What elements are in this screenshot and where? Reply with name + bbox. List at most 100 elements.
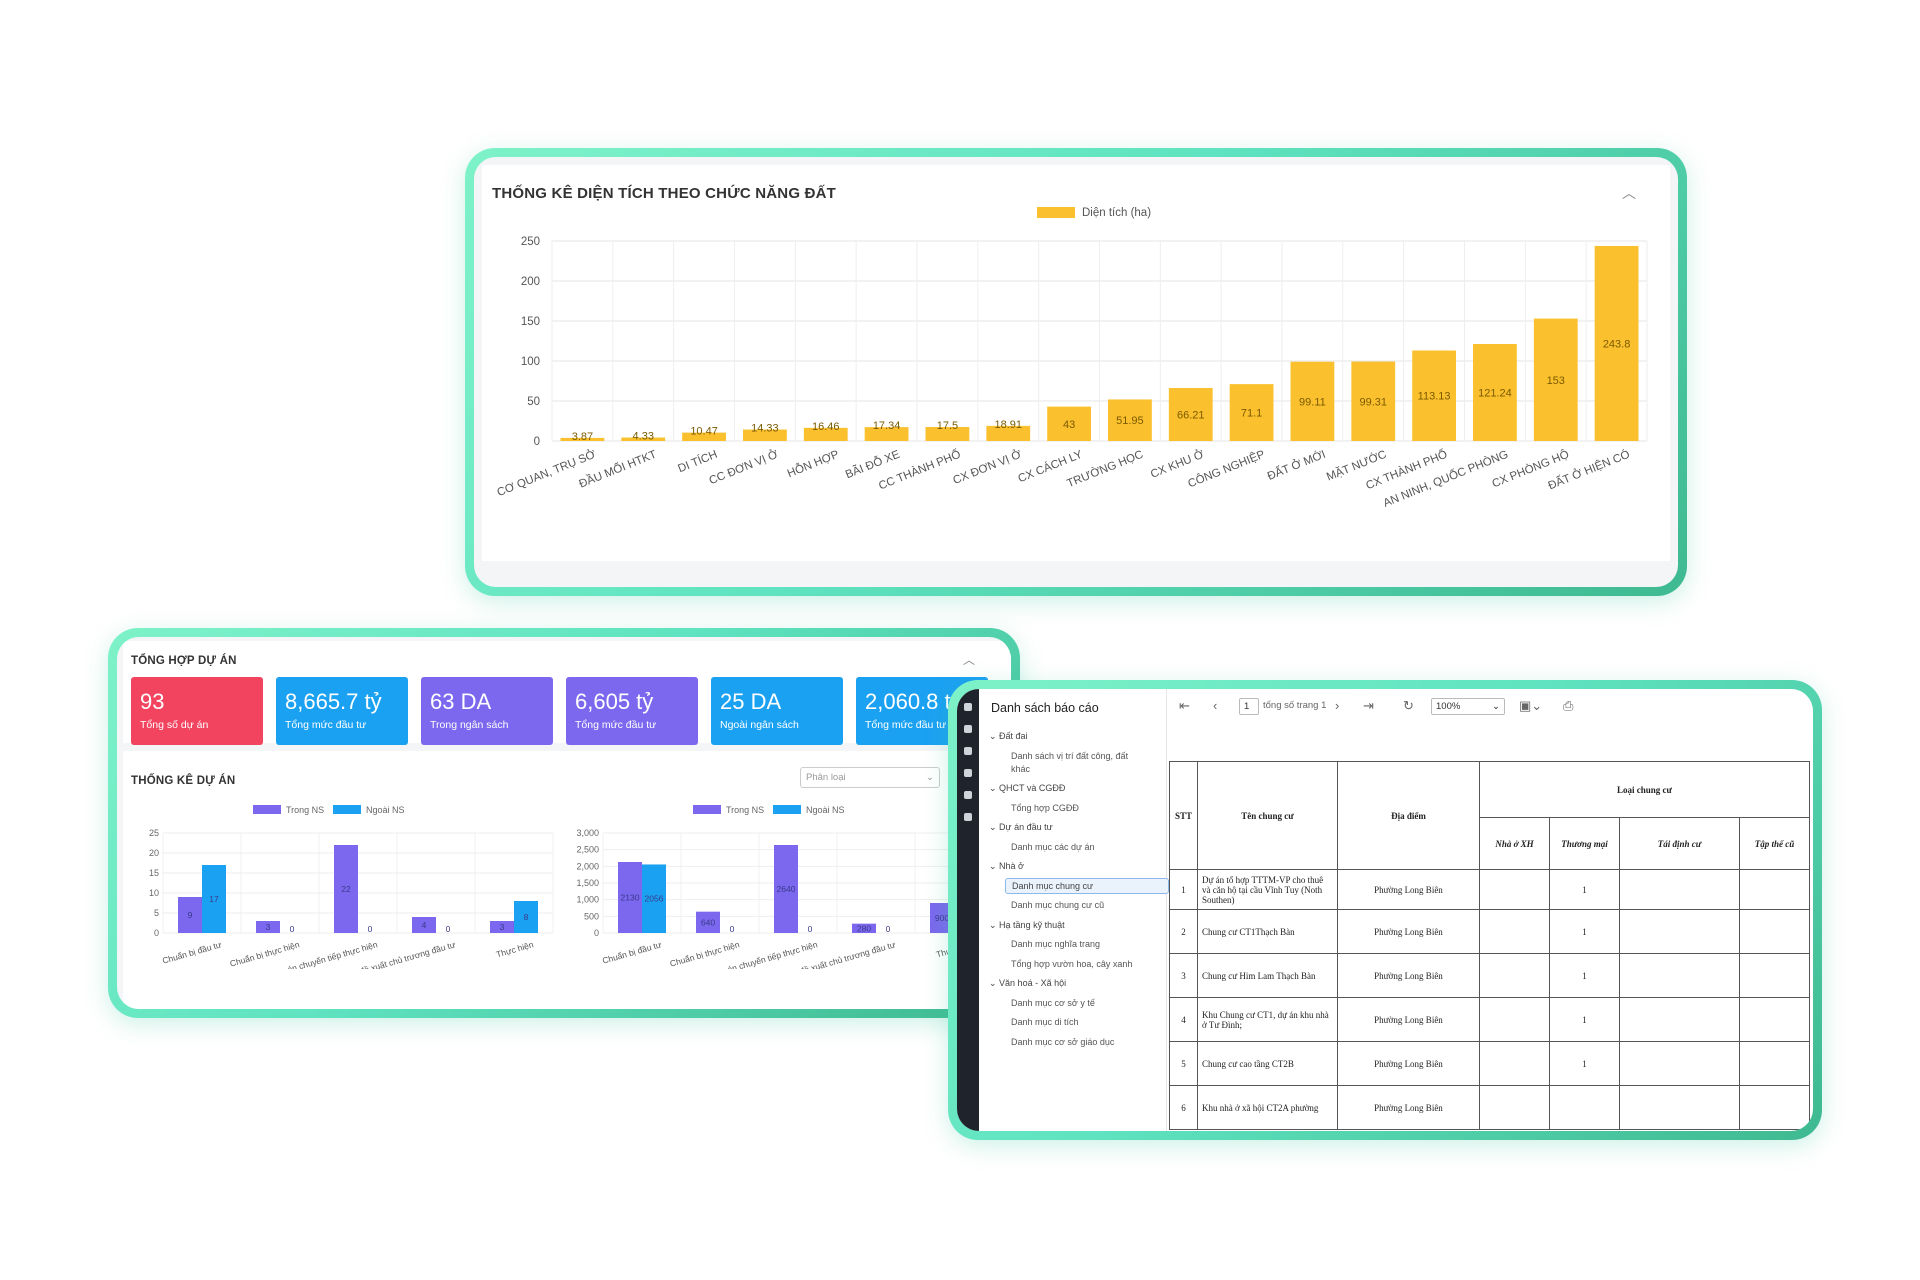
summary-card[interactable]: 25 DA Ngoài ngân sách bbox=[711, 677, 843, 745]
bar[interactable] bbox=[803, 427, 848, 441]
bar[interactable] bbox=[774, 845, 798, 933]
bar-value-label: 16.46 bbox=[812, 421, 840, 433]
bar[interactable] bbox=[1473, 344, 1517, 441]
tree-label: Dự án đầu tư bbox=[999, 822, 1053, 832]
report-icon[interactable] bbox=[964, 703, 972, 711]
chevron-up-icon[interactable]: ︿ bbox=[1622, 185, 1636, 201]
bar[interactable] bbox=[1533, 318, 1578, 441]
bar[interactable] bbox=[412, 917, 436, 933]
chevron-down-icon: ⌄ bbox=[989, 731, 1000, 741]
report-side-toolbar bbox=[957, 689, 979, 1131]
bar[interactable] bbox=[1290, 361, 1335, 441]
tree-item[interactable]: Danh mục chung cư cũ bbox=[1011, 900, 1104, 910]
report-toolbar: ⇤ ‹ 1 tổng số trang 1 › ⇥ ↻ 100% ⌄ ▣⌄ ⎙ bbox=[1167, 689, 1813, 723]
globe-icon[interactable] bbox=[964, 747, 972, 755]
bar[interactable] bbox=[490, 921, 514, 933]
bar[interactable] bbox=[1412, 350, 1456, 441]
table-row[interactable]: 1 Dự án tổ hợp TTTM-VP cho thuê và căn hộ… bbox=[1169, 869, 1810, 910]
legend-swatch bbox=[1037, 207, 1075, 218]
prev-page-icon[interactable]: ‹ bbox=[1213, 698, 1218, 713]
bar-value-label: 640 bbox=[701, 917, 715, 927]
tree-item[interactable]: Danh mục cơ sở y tế bbox=[1011, 998, 1095, 1008]
zoom-select[interactable]: 100% ⌄ bbox=[1431, 698, 1505, 715]
bar[interactable] bbox=[514, 901, 538, 933]
bar[interactable] bbox=[864, 427, 909, 441]
print-icon[interactable]: ⎙ bbox=[1563, 698, 1574, 713]
chevron-up-icon[interactable]: ︿ bbox=[962, 653, 975, 667]
bar[interactable] bbox=[642, 864, 666, 933]
bar-value-label: 113.13 bbox=[1418, 391, 1451, 403]
layers-icon[interactable] bbox=[964, 791, 972, 799]
tree-group[interactable]: ⌄ Nhà ở bbox=[989, 861, 1024, 872]
tree-label: Danh mục di tích bbox=[1011, 1017, 1079, 1027]
document-icon[interactable] bbox=[964, 769, 972, 777]
next-page-icon[interactable]: › bbox=[1335, 698, 1340, 713]
table-row[interactable]: 2 Chung cư CT1Thạch Bàn Phường Long Biên 1 bbox=[1169, 909, 1810, 954]
bar-value-label: 900 bbox=[935, 913, 949, 923]
table-cell: 1 bbox=[1549, 997, 1620, 1042]
first-page-icon[interactable]: ⇤ bbox=[1179, 698, 1190, 713]
tree-group[interactable]: ⌄ Dự án đầu tư bbox=[989, 822, 1053, 833]
tree-group[interactable]: ⌄ Đất đai bbox=[989, 731, 1028, 742]
bar[interactable] bbox=[743, 429, 787, 441]
tree-group[interactable]: ⌄ QHCT và CGĐĐ bbox=[989, 783, 1065, 794]
project-summary-panel: TỔNG HỢP DỰ ÁN ︿ 93 Tổng số dự án 8,665.7 … bbox=[108, 628, 1020, 1018]
summary-card[interactable]: 8,665.7 tỷ Tổng mức đầu tư bbox=[276, 677, 408, 745]
bar[interactable] bbox=[925, 427, 970, 441]
bar-value-label: 243.8 bbox=[1603, 338, 1631, 350]
bar[interactable] bbox=[1594, 245, 1639, 441]
bar[interactable] bbox=[852, 923, 876, 933]
bar[interactable] bbox=[334, 845, 358, 933]
tree-group[interactable]: ⌄ Hạ tầng kỹ thuật bbox=[989, 920, 1065, 931]
tree-item[interactable]: khác bbox=[1011, 764, 1030, 774]
y-tick-label: 250 bbox=[521, 236, 540, 248]
bar[interactable] bbox=[696, 911, 720, 933]
y-tick-label: 50 bbox=[527, 396, 540, 408]
bar[interactable] bbox=[202, 865, 226, 933]
y-tick-label: 100 bbox=[521, 356, 540, 368]
database-icon[interactable] bbox=[964, 813, 972, 821]
tree-group[interactable]: ⌄ Văn hoá - Xã hội bbox=[989, 978, 1066, 989]
chart-legend: Diện tích (ha) bbox=[1037, 207, 1151, 219]
bar[interactable] bbox=[618, 862, 642, 933]
header-old-collective: Tập thể cũ bbox=[1739, 817, 1810, 870]
last-page-icon[interactable]: ⇥ bbox=[1363, 698, 1374, 713]
summary-card[interactable]: 2,060.8 tỷ Tổng mức đầu tư bbox=[856, 677, 988, 745]
table-cell bbox=[1479, 1041, 1550, 1086]
summary-card[interactable]: 6,605 tỷ Tổng mức đầu tư bbox=[566, 677, 698, 745]
x-tick-label: CX ĐƠN VỊ Ở bbox=[951, 448, 1023, 487]
refresh-icon[interactable]: ↻ bbox=[1403, 698, 1414, 713]
tree-item[interactable]: Tổng hợp CGĐĐ bbox=[1011, 803, 1079, 813]
table-cell bbox=[1479, 869, 1550, 910]
table-row[interactable]: 4 Khu Chung cư CT1, dự án khu nhà ở Tư Đì… bbox=[1169, 997, 1810, 1042]
category-filter-select[interactable]: Phân loại ⌄ bbox=[800, 767, 940, 788]
bookmark-icon[interactable] bbox=[964, 725, 972, 733]
tree-item[interactable]: Danh sách vị trí đất công, đất bbox=[1011, 751, 1128, 761]
summary-card[interactable]: 93 Tổng số dự án bbox=[131, 677, 263, 745]
bar[interactable] bbox=[1108, 399, 1152, 441]
y-tick-label: 2,500 bbox=[576, 845, 599, 855]
tree-item[interactable]: Danh mục nghĩa trang bbox=[1011, 939, 1100, 949]
table-row[interactable]: 5 Chung cư cao tầng CT2B Phường Long Biên 1 bbox=[1169, 1041, 1810, 1086]
bar[interactable] bbox=[682, 432, 726, 441]
save-icon[interactable]: ▣⌄ bbox=[1519, 698, 1543, 713]
table-row[interactable]: 6 Khu nhà ở xã hội CT2A phường Phường Long… bbox=[1169, 1085, 1810, 1130]
bar[interactable] bbox=[178, 897, 202, 933]
bar[interactable] bbox=[621, 437, 666, 441]
bar[interactable] bbox=[986, 425, 1031, 441]
tree-item[interactable]: Danh mục các dự án bbox=[1011, 842, 1095, 852]
bar[interactable] bbox=[560, 437, 605, 441]
bar[interactable] bbox=[1168, 388, 1213, 441]
page-input[interactable]: 1 bbox=[1239, 698, 1259, 715]
bar[interactable] bbox=[1351, 361, 1396, 441]
bar[interactable] bbox=[1047, 406, 1091, 441]
tree-item[interactable]: Danh mục cơ sở giáo dục bbox=[1011, 1037, 1114, 1047]
y-tick-label: 150 bbox=[521, 316, 540, 328]
tree-item[interactable]: Danh mục chung cư bbox=[1005, 877, 1169, 894]
bar[interactable] bbox=[1229, 384, 1274, 441]
summary-card[interactable]: 63 DA Trong ngân sách bbox=[421, 677, 553, 745]
tree-item[interactable]: Danh mục di tích bbox=[1011, 1017, 1079, 1027]
bar[interactable] bbox=[256, 921, 280, 933]
tree-item[interactable]: Tổng hợp vườn hoa, cây xanh bbox=[1011, 959, 1132, 969]
table-row[interactable]: 3 Chung cư Him Lam Thạch Bàn Phường Long B… bbox=[1169, 953, 1810, 998]
